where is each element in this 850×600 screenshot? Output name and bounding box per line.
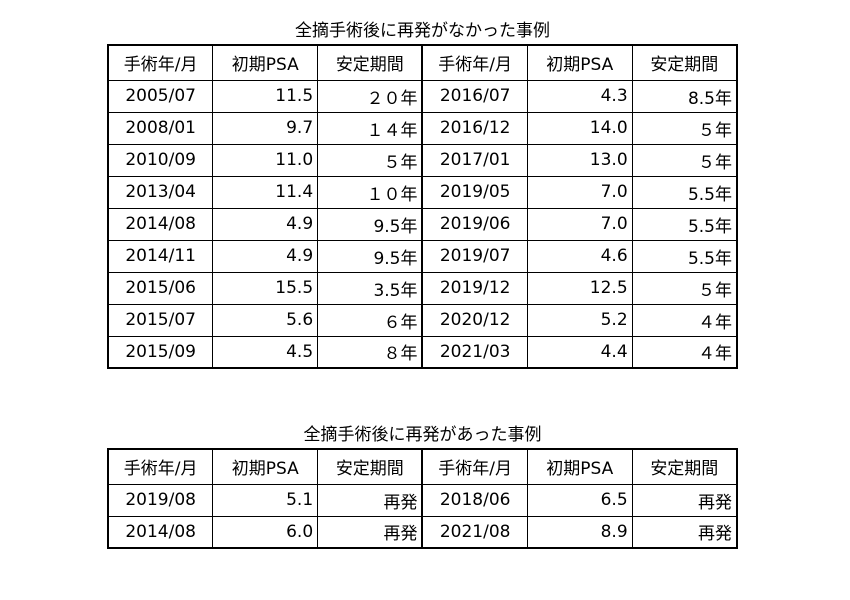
cell: 2005/07: [107, 79, 214, 113]
cell: 9.7: [212, 111, 319, 145]
table-row: 2015/06 15.5 3.5年 2019/12 12.5 ５年: [107, 271, 738, 305]
cell: 2016/07: [421, 79, 528, 113]
header-cell: 安定期間: [631, 44, 738, 81]
cell: ５年: [317, 143, 424, 177]
cell: 再発: [631, 515, 738, 549]
table-row: 2019/08 5.1 再発 2018/06 6.5 再発: [107, 483, 738, 517]
cell: 11.0: [212, 143, 319, 177]
cell: 13.0: [526, 143, 633, 177]
cell: 2020/12: [421, 303, 528, 337]
header-cell: 初期PSA: [526, 448, 633, 485]
header-cell: 安定期間: [317, 448, 424, 485]
table-block: 全摘手術後に再発があった事例 手術年/月 初期PSA 安定期間 手術年/月 初期PSA 安定…: [107, 424, 738, 549]
cell: 6.0: [212, 515, 319, 549]
cell: 2016/12: [421, 111, 528, 145]
cell: ４年: [631, 335, 738, 369]
table-row: 2008/01 9.7 １４年 2016/12 14.0 ５年: [107, 111, 738, 145]
cell: 2019/12: [421, 271, 528, 305]
cell: 2018/06: [421, 483, 528, 517]
cell: 5.5年: [631, 175, 738, 209]
cell: 2010/09: [107, 143, 214, 177]
cell: 2021/08: [421, 515, 528, 549]
cell: 4.4: [526, 335, 633, 369]
table: 手術年/月 初期PSA 安定期間 手術年/月 初期PSA 安定期間 2005/07 11.5 ２…: [107, 44, 738, 369]
table-title: 全摘手術後に再発がなかった事例: [295, 21, 550, 41]
cell: 5.2: [526, 303, 633, 337]
header-row: 手術年/月 初期PSA 安定期間 手術年/月 初期PSA 安定期間: [107, 448, 738, 485]
cell: 7.0: [526, 207, 633, 241]
cell: 5.5年: [631, 207, 738, 241]
cell: １４年: [317, 111, 424, 145]
cell: ４年: [631, 303, 738, 337]
cell: 8.9: [526, 515, 633, 549]
cell: 4.9: [212, 207, 319, 241]
cell: 5.6: [212, 303, 319, 337]
cell: ５年: [631, 271, 738, 305]
header-cell: 初期PSA: [212, 44, 319, 81]
cell: 4.6: [526, 239, 633, 273]
table-row: 2014/08 4.9 9.5年 2019/06 7.0 5.5年: [107, 207, 738, 241]
table-row: 2015/09 4.5 ８年 2021/03 4.4 ４年: [107, 335, 738, 369]
cell: 3.5年: [317, 271, 424, 305]
cell: 15.5: [212, 271, 319, 305]
header-cell: 安定期間: [317, 44, 424, 81]
cell: 2013/04: [107, 175, 214, 209]
header-row: 手術年/月 初期PSA 安定期間 手術年/月 初期PSA 安定期間: [107, 44, 738, 81]
table-row: 2014/08 6.0 再発 2021/08 8.9 再発: [107, 515, 738, 549]
cell: 12.5: [526, 271, 633, 305]
table-row: 2014/11 4.9 9.5年 2019/07 4.6 5.5年: [107, 239, 738, 273]
cell: 2014/11: [107, 239, 214, 273]
cell: 2019/08: [107, 483, 214, 517]
cell: 4.5: [212, 335, 319, 369]
cell: ８年: [317, 335, 424, 369]
table-row: 2010/09 11.0 ５年 2017/01 13.0 ５年: [107, 143, 738, 177]
cell: 2015/06: [107, 271, 214, 305]
cell: 4.3: [526, 79, 633, 113]
cell: 2014/08: [107, 515, 214, 549]
cell: 再発: [317, 483, 424, 517]
cell: 2021/03: [421, 335, 528, 369]
cell: 8.5年: [631, 79, 738, 113]
cell: 11.4: [212, 175, 319, 209]
cell: 11.5: [212, 79, 319, 113]
header-cell: 初期PSA: [526, 44, 633, 81]
cell: 2019/07: [421, 239, 528, 273]
cell: 4.9: [212, 239, 319, 273]
cell: ５年: [631, 111, 738, 145]
cell: 9.5年: [317, 239, 424, 273]
header-cell: 安定期間: [631, 448, 738, 485]
cell: 2017/01: [421, 143, 528, 177]
cell: ６年: [317, 303, 424, 337]
header-cell: 初期PSA: [212, 448, 319, 485]
table-row: 2013/04 11.4 １０年 2019/05 7.0 5.5年: [107, 175, 738, 209]
header-cell: 手術年/月: [107, 44, 214, 81]
cell: ２０年: [317, 79, 424, 113]
cell: 5.5年: [631, 239, 738, 273]
cell: 7.0: [526, 175, 633, 209]
header-cell: 手術年/月: [421, 44, 528, 81]
cell: 再発: [631, 483, 738, 517]
cell: 9.5年: [317, 207, 424, 241]
cell: 2015/07: [107, 303, 214, 337]
header-cell: 手術年/月: [421, 448, 528, 485]
table-title: 全摘手術後に再発があった事例: [303, 425, 542, 445]
table-row: 2005/07 11.5 ２０年 2016/07 4.3 8.5年: [107, 79, 738, 113]
cell: 14.0: [526, 111, 633, 145]
cell: 2019/05: [421, 175, 528, 209]
table-row: 2015/07 5.6 ６年 2020/12 5.2 ４年: [107, 303, 738, 337]
cell: 5.1: [212, 483, 319, 517]
cell: 6.5: [526, 483, 633, 517]
cell: ５年: [631, 143, 738, 177]
cell: 再発: [317, 515, 424, 549]
table-block: 全摘手術後に再発がなかった事例 手術年/月 初期PSA 安定期間 手術年/月 初期PSA 安…: [107, 20, 738, 369]
cell: 2019/06: [421, 207, 528, 241]
cell: 2008/01: [107, 111, 214, 145]
header-cell: 手術年/月: [107, 448, 214, 485]
cell: 2014/08: [107, 207, 214, 241]
table: 手術年/月 初期PSA 安定期間 手術年/月 初期PSA 安定期間 2019/08 5.1 再発…: [107, 448, 738, 549]
cell: 2015/09: [107, 335, 214, 369]
cell: １０年: [317, 175, 424, 209]
